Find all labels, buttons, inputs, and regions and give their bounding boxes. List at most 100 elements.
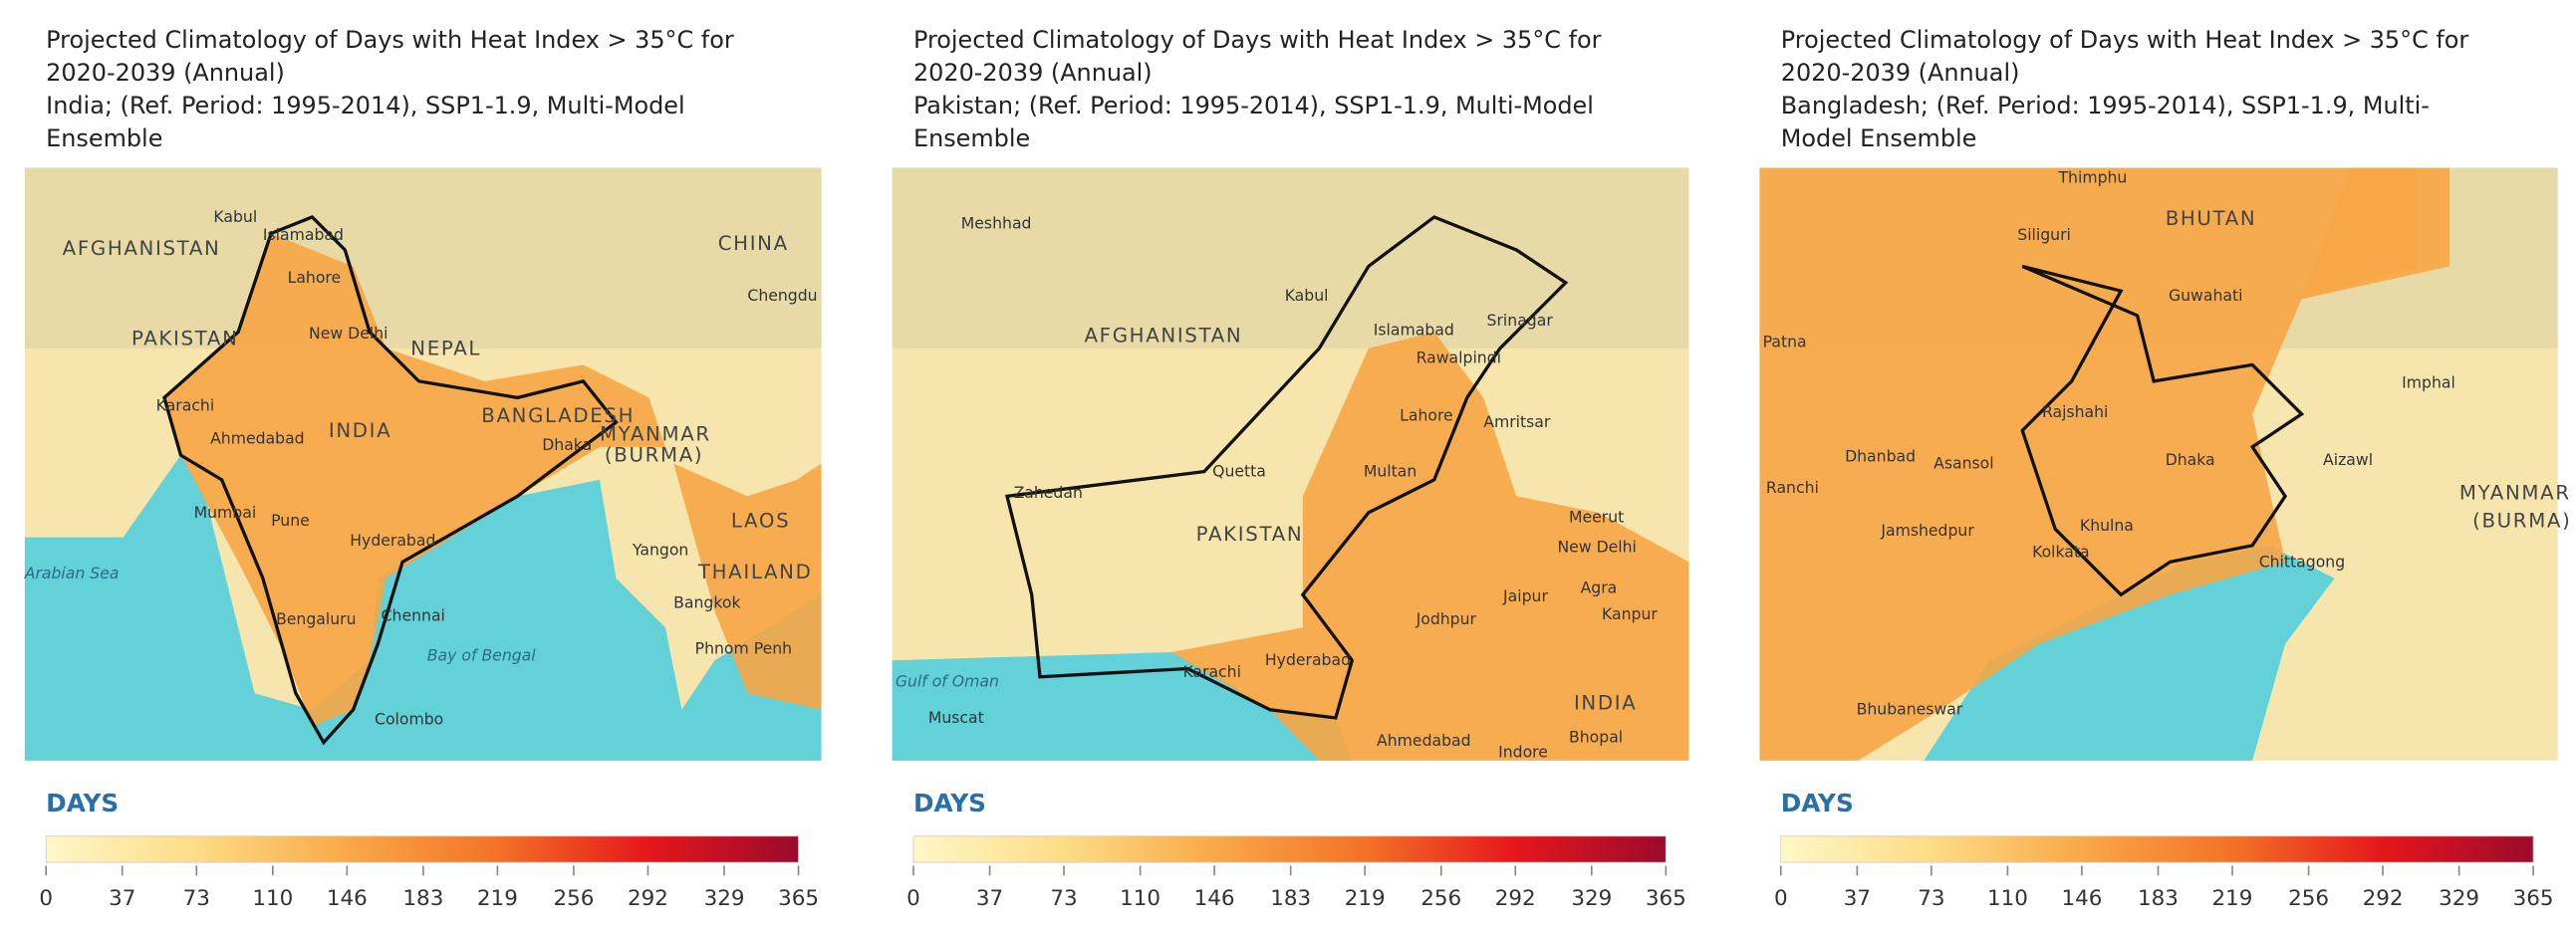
panel-title: Ensemble (913, 124, 1030, 152)
map-label: Indore (1498, 743, 1548, 762)
map-layer (24, 167, 822, 761)
map-label: Kolkata (2032, 542, 2090, 561)
colorbar-tick-label: 365 (1646, 886, 1686, 911)
colorbar-tick-label: 329 (2439, 886, 2479, 911)
panel: Projected Climatology of Days with Heat … (24, 26, 822, 911)
colorbar-tick-label: 365 (778, 886, 819, 911)
map-label: Meerut (1569, 508, 1624, 527)
panel-title: 2020-2039 (Annual) (913, 59, 1153, 87)
map-label: Amritsar (1483, 412, 1551, 431)
map-label: Srinagar (1487, 311, 1554, 330)
map-label: Karachi (156, 396, 215, 415)
legend-title: DAYS (913, 789, 986, 817)
map-label: Lahore (288, 268, 342, 287)
panel-title: Ensemble (46, 124, 162, 152)
map-label: NEPAL (410, 338, 481, 360)
map-label: Quetta (1212, 462, 1266, 481)
map-label: Mumbai (194, 503, 257, 522)
legend-title: DAYS (1781, 789, 1854, 817)
map-label: AFGHANISTAN (1084, 324, 1242, 347)
map-label: CHINA (718, 232, 789, 255)
map-label: PAKISTAN (1196, 523, 1304, 546)
colorbar-tick-label: 0 (39, 886, 53, 911)
colorbar-tick-label: 292 (1495, 886, 1536, 911)
map-label: Karachi (1182, 662, 1241, 681)
map-label: MYANMAR (600, 422, 711, 445)
map-label: BHUTAN (2166, 207, 2257, 230)
colorbar-tick-label: 219 (477, 886, 518, 911)
map-label: Gulf of Oman (896, 672, 999, 691)
map-label: (BURMA) (605, 444, 703, 467)
map (1759, 167, 2558, 761)
panel-title: Projected Climatology of Days with Heat … (46, 26, 734, 54)
colorbar-tick-label: 73 (183, 886, 210, 911)
map (24, 167, 822, 761)
map-label: Chengdu (747, 286, 817, 305)
map-label: Islamabad (1374, 321, 1454, 340)
map-label: Bengaluru (276, 609, 356, 628)
colorbar-tick-label: 0 (906, 886, 920, 911)
colorbar-tick-label: 110 (252, 886, 293, 911)
colorbar (912, 835, 1667, 863)
map-label: Lahore (1400, 405, 1453, 424)
panel-title: 2020-2039 (Annual) (46, 59, 285, 87)
colorbar-tick-label: 256 (553, 886, 594, 911)
colorbar-tick-label: 256 (2288, 886, 2329, 911)
map-label: New Delhi (309, 324, 387, 343)
map-label: Kanpur (1602, 604, 1658, 623)
colorbar-tick-label: 146 (2061, 886, 2102, 911)
heat-area (673, 463, 822, 710)
map-layer (1759, 167, 2558, 761)
colorbar-tick-label: 110 (1987, 886, 2028, 911)
colorbar-tick-label: 292 (2363, 886, 2404, 911)
map-label: Jodhpur (1416, 609, 1477, 628)
colorbar-tick-label: 219 (2212, 886, 2253, 911)
colorbar-tick-label: 365 (2513, 886, 2554, 911)
sea (24, 455, 822, 761)
map-label: Meshhad (961, 214, 1032, 233)
map-label: Guwahati (2169, 286, 2242, 305)
map-label: LAOS (731, 510, 790, 533)
map-label: THAILAND (697, 561, 813, 583)
colorbar-tick-label: 292 (628, 886, 668, 911)
colorbar-tick-label: 0 (1774, 886, 1788, 911)
panel-title: Projected Climatology of Days with Heat … (1781, 26, 2469, 54)
map-label: Patna (1763, 332, 1807, 350)
map-label: Kabul (1285, 286, 1329, 305)
map-label: Dhaka (542, 435, 592, 454)
sea (1924, 545, 2335, 761)
map-label: Muscat (928, 708, 984, 727)
colorbar-tick-label: 73 (1918, 886, 1944, 911)
map-label: Thimphu (2057, 167, 2127, 186)
terrain (892, 167, 1689, 349)
colorbar-tick-label: 329 (704, 886, 745, 911)
map-label: Kabul (213, 207, 257, 226)
panel-title: Projected Climatology of Days with Heat … (913, 26, 1602, 54)
map-label: Bay of Bengal (427, 645, 536, 664)
panel-title: 2020-2039 (Annual) (1781, 59, 2020, 87)
map-label: MYANMAR (2459, 482, 2571, 505)
colorbar-tick-label: 146 (327, 886, 368, 911)
map-label: (BURMA) (2472, 510, 2571, 533)
map-label: Hyderabad (1265, 650, 1351, 669)
panel: Projected Climatology of Days with Heat … (1759, 26, 2571, 911)
colorbar-tick-label: 256 (1420, 886, 1461, 911)
map-label: PAKISTAN (131, 328, 239, 350)
map-label: Islamabad (263, 225, 344, 244)
map-label: Ahmedabad (1377, 731, 1471, 750)
heat-area (163, 233, 665, 727)
map-label: Agra (1581, 579, 1618, 597)
map-label: BANGLADESH (481, 404, 635, 427)
map-label: Chennai (382, 606, 445, 625)
colorbar-tick-label: 146 (1194, 886, 1235, 911)
colorbar-tick-label: 329 (1571, 886, 1612, 911)
map-label: Jaipur (1502, 586, 1548, 605)
map-label: Bangkok (673, 592, 741, 611)
map-label: Zahedan (1014, 483, 1083, 502)
map-label: Hyderabad (350, 531, 435, 550)
map-label: INDIA (329, 419, 391, 442)
map-label: Bhubaneswar (1857, 700, 1963, 719)
map-label: Siliguri (2017, 225, 2071, 244)
map-label: AFGHANISTAN (63, 237, 221, 260)
